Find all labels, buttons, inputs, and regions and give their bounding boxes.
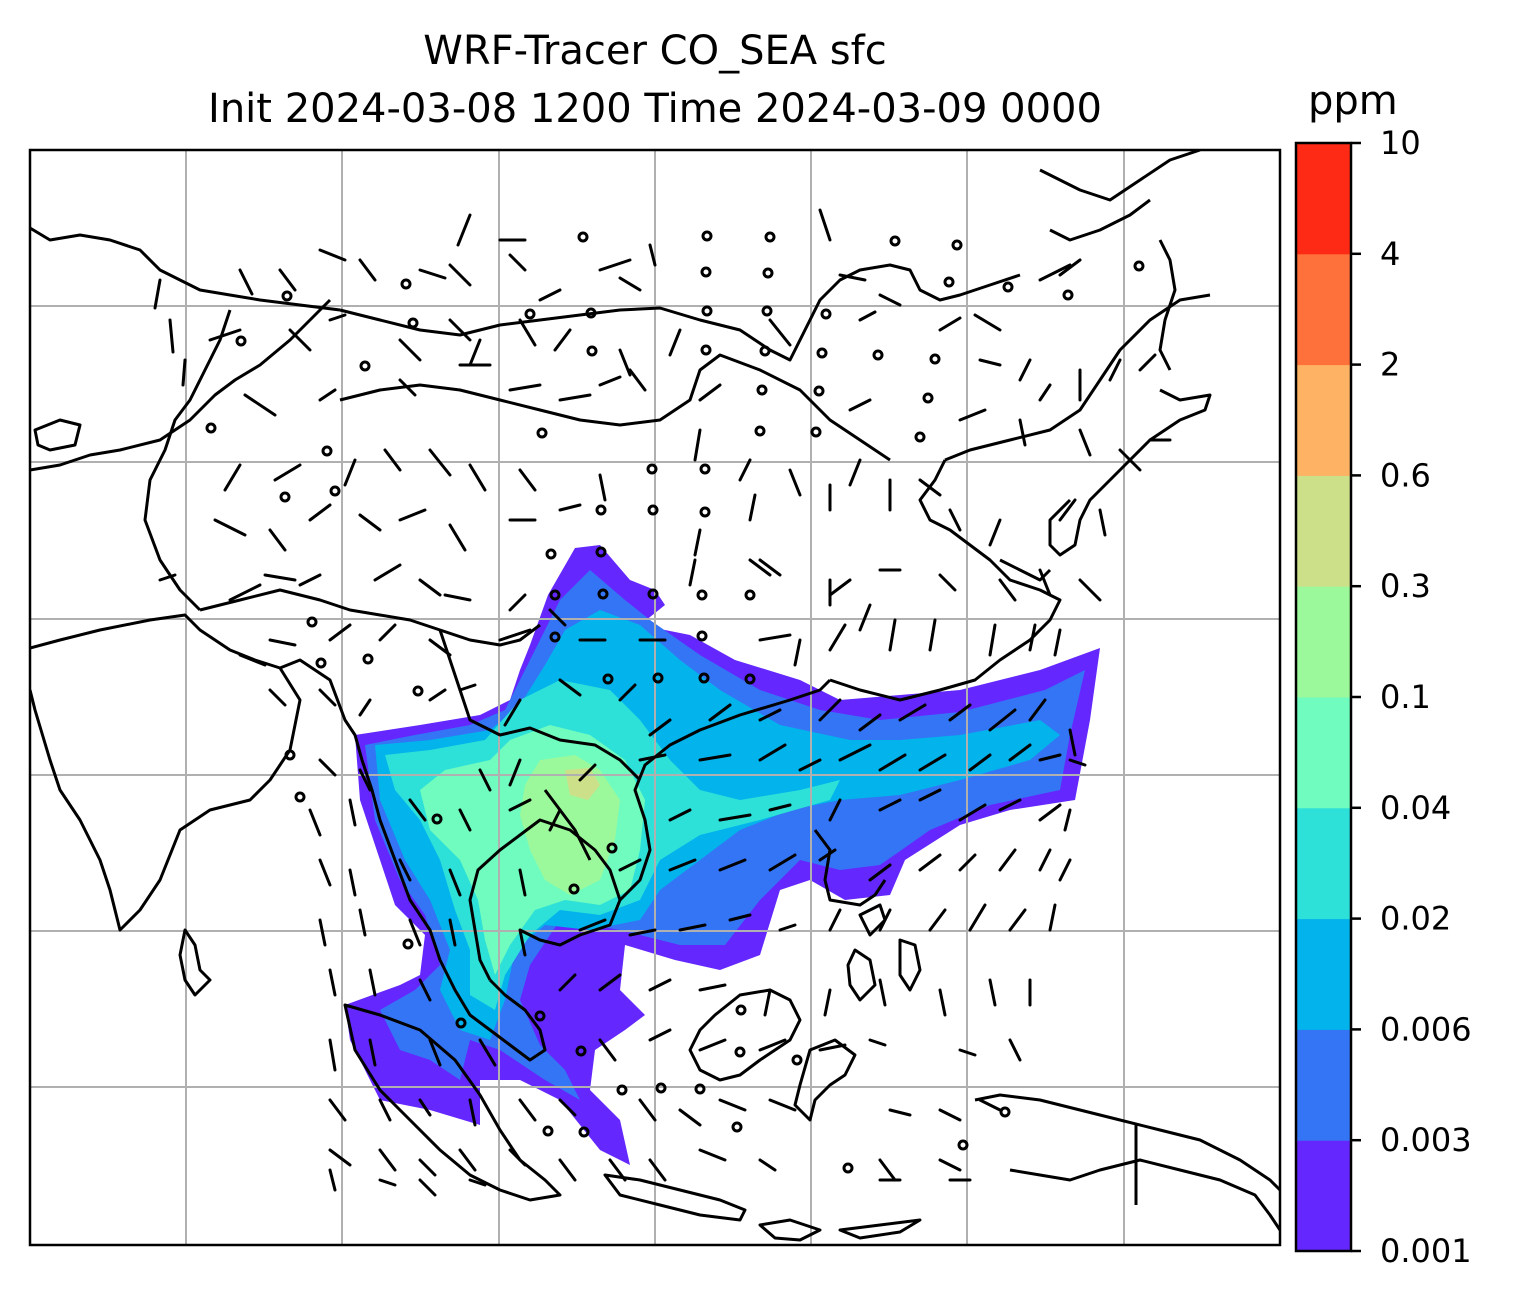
colorbar-swatch: [1296, 1029, 1351, 1141]
colorbar-tick-label: 10: [1380, 124, 1421, 162]
map-plot-area: [30, 150, 1280, 1245]
colorbar: 0.001 0.003 0.006 0.02 0.04 0.1 0.3 0.6 2 4 10: [1294, 124, 1472, 1270]
colorbar-swatch: [1296, 697, 1351, 809]
chart-title-line1: WRF-Tracer CO_SEA sfc: [423, 28, 887, 74]
colorbar-swatch: [1296, 807, 1351, 920]
map-gridlines: [30, 150, 1280, 1245]
colorbar-tick-label: 0.02: [1380, 900, 1451, 938]
colorbar-tick-label: 2: [1380, 346, 1400, 384]
colorbar-units-label: ppm: [1308, 78, 1398, 124]
colorbar-swatch: [1296, 143, 1351, 255]
colorbar-tick-label: 0.006: [1380, 1010, 1472, 1048]
colorbar-swatch: [1296, 253, 1351, 366]
tracer-field: [345, 545, 1100, 1165]
chart-title-line2: Init 2024-03-08 1200 Time 2024-03-09 000…: [208, 86, 1102, 132]
colorbar-tick-label: 0.001: [1380, 1232, 1472, 1270]
coastlines: [30, 150, 1280, 1242]
calm-wind-circles: [205, 230, 1145, 1174]
colorbar-swatch: [1296, 586, 1351, 698]
colorbar-swatch: [1296, 918, 1351, 1030]
colorbar-tick-label: 0.3: [1380, 567, 1431, 605]
wind-barbs: [153, 208, 1172, 1197]
map-frame: [28, 148, 1282, 1247]
colorbar-tick-label: 0.003: [1380, 1121, 1472, 1159]
colorbar-swatch: [1296, 475, 1351, 587]
colorbar-swatch: [1296, 1140, 1351, 1252]
colorbar-tick-label: 0.1: [1380, 678, 1431, 716]
colorbar-swatch: [1296, 364, 1351, 476]
colorbar-tick-label: 4: [1380, 235, 1400, 273]
colorbar-tick-label: 0.6: [1380, 456, 1431, 494]
colorbar-tick-label: 0.04: [1380, 789, 1451, 827]
